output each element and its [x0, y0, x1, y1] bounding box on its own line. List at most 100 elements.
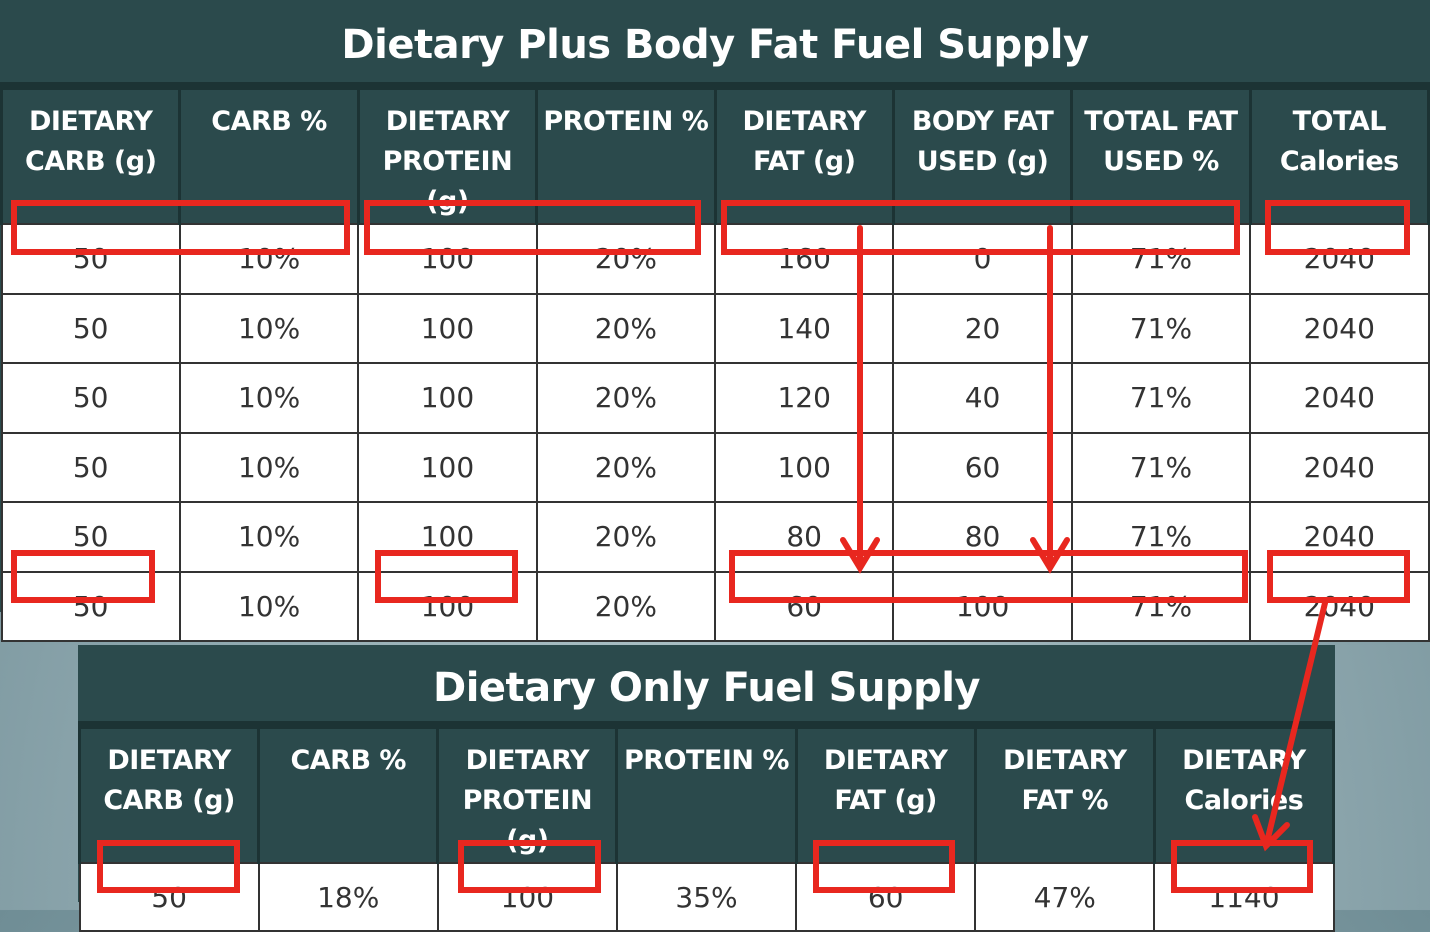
cell: 100: [357, 431, 538, 503]
header-line: DIETARY: [107, 745, 231, 776]
row: 50 10% 100 20% 80 80 71% 2040: [0, 501, 1430, 573]
header-cell: PROTEIN %: [615, 721, 798, 863]
cell: 2040: [1249, 223, 1430, 295]
cell: 71%: [1070, 362, 1252, 434]
header-line: DIETARY: [28, 106, 153, 137]
cell: 60: [892, 431, 1073, 503]
header-line: FAT (g): [834, 785, 937, 816]
cell: 71%: [1070, 292, 1252, 364]
row: 50 18% 100 35% 60 47% 1140: [78, 862, 1335, 932]
cell: 160: [713, 223, 895, 295]
cell: 71%: [1070, 431, 1252, 503]
cell: 40: [892, 362, 1073, 434]
cell: 20%: [535, 431, 717, 503]
row: 50 10% 100 20% 100 60 71% 2040: [0, 431, 1430, 503]
table: DIETARY CARB (g) CARB % DIETARY PROTEIN (g) P…: [0, 82, 1430, 642]
header-line: Calories: [1184, 785, 1304, 816]
cell: 100: [713, 431, 895, 503]
cell: 10%: [178, 570, 360, 642]
cell: 140: [713, 292, 895, 364]
cell: 71%: [1070, 501, 1252, 573]
header-line: CARB %: [290, 745, 406, 776]
header-line: BODY FAT: [911, 106, 1054, 137]
header-cell: DIETARY FAT (g): [713, 82, 895, 224]
cell: 2040: [1249, 292, 1430, 364]
header-cell: TOTAL Calories: [1248, 82, 1430, 224]
top-table: Dietary Plus Body Fat Fuel Supply DIETAR…: [0, 0, 1430, 642]
cell: 20: [892, 292, 1073, 364]
header-line: PROTEIN (g): [462, 785, 593, 856]
header-cell: DIETARY PROTEIN (g): [436, 721, 619, 863]
header-row: DIETARY CARB (g) CARB % DIETARY PROTEIN (g) P…: [0, 82, 1430, 224]
cell: 20%: [535, 501, 717, 573]
cell: 100: [357, 223, 538, 295]
header-cell: BODY FAT USED (g): [891, 82, 1074, 224]
row: 50 10% 100 20% 160 0 71% 2040: [0, 223, 1430, 295]
cell: 100: [357, 292, 538, 364]
cell: 2040: [1249, 362, 1430, 434]
header-line: DIETARY: [1182, 745, 1306, 776]
header-cell: DIETARY FAT %: [973, 721, 1156, 863]
cell: 60: [795, 862, 977, 932]
table-title: Dietary Only Fuel Supply: [433, 665, 980, 711]
row: 50 10% 100 20% 140 20 71% 2040: [0, 292, 1430, 364]
cell: 20%: [535, 362, 717, 434]
bottom-table: Dietary Only Fuel Supply DIETARY CARB (g)…: [77, 645, 1336, 932]
cell: 80: [713, 501, 895, 573]
header-cell: DIETARY Calories: [1152, 721, 1336, 863]
row: 50 10% 100 20% 60 100 71% 2040: [0, 570, 1430, 642]
table-title: Dietary Plus Body Fat Fuel Supply: [341, 22, 1089, 68]
header-line: USED %: [1103, 146, 1219, 177]
header-line: CARB (g): [103, 785, 235, 816]
cell: 10%: [178, 362, 360, 434]
cell: 50: [0, 292, 181, 364]
header-cell: DIETARY FAT (g): [794, 721, 977, 863]
cell: 60: [713, 570, 895, 642]
header-line: CARB (g): [24, 146, 157, 177]
cell: 2040: [1249, 431, 1430, 503]
header-cell: DIETARY CARB (g): [0, 82, 182, 224]
cell: 50: [0, 223, 181, 295]
header-line: TOTAL FAT: [1084, 106, 1238, 137]
header-line: Calories: [1279, 146, 1399, 177]
header-cell: DIETARY PROTEIN (g): [356, 82, 539, 224]
cell: 20%: [535, 223, 717, 295]
header-line: DIETARY: [742, 106, 866, 137]
cell: 100: [357, 501, 538, 573]
cell: 47%: [974, 862, 1156, 932]
cell: 2040: [1249, 570, 1430, 642]
header-line: PROTEIN %: [543, 106, 709, 137]
cell: 10%: [178, 431, 360, 503]
cell: 100: [357, 362, 538, 434]
cell: 100: [892, 570, 1073, 642]
header-line: USED (g): [916, 146, 1049, 177]
header-line: PROTEIN %: [623, 745, 790, 776]
header-row: DIETARY CARB (g) CARB % DIETARY PROTEIN (g) P…: [77, 721, 1336, 863]
row: 50 10% 100 20% 120 40 71% 2040: [0, 362, 1430, 434]
cell: 2040: [1249, 501, 1430, 573]
cell: 120: [713, 362, 895, 434]
cell: 80: [892, 501, 1073, 573]
cell: 20%: [535, 292, 717, 364]
cell: 10%: [178, 223, 360, 295]
header-line: DIETARY: [823, 745, 948, 776]
cell: 10%: [178, 501, 360, 573]
cell: 18%: [257, 862, 439, 932]
header-cell: CARB %: [257, 721, 440, 863]
cell: 71%: [1070, 223, 1252, 295]
cell: 50: [0, 431, 181, 503]
header-line: FAT %: [1021, 785, 1109, 816]
cell: 50: [0, 570, 181, 642]
cell: 35%: [615, 862, 798, 932]
header-line: FAT (g): [752, 146, 856, 177]
cell: 100: [436, 862, 618, 932]
header-cell: TOTAL FAT USED %: [1070, 82, 1252, 224]
header-line: TOTAL: [1292, 106, 1387, 137]
cell: 20%: [535, 570, 717, 642]
header-line: DIETARY: [465, 745, 590, 776]
header-line: PROTEIN (g): [382, 146, 513, 217]
table: DIETARY CARB (g) CARB % DIETARY PROTEIN (g) P…: [77, 721, 1336, 932]
header-line: CARB %: [211, 106, 327, 137]
header-line: DIETARY: [385, 106, 510, 137]
